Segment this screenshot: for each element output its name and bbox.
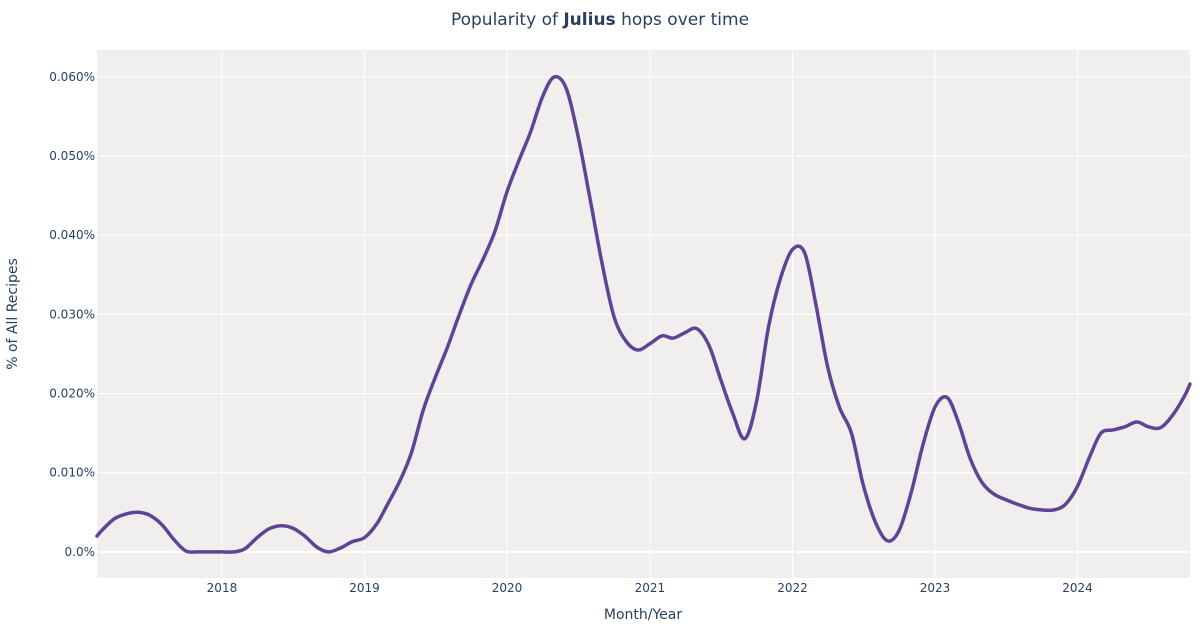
y-tick-label: 0.0%	[65, 545, 96, 559]
y-tick-label: 0.010%	[49, 466, 95, 480]
chart-title-prefix: Popularity of	[451, 10, 563, 30]
y-axis-title: % of All Recipes	[5, 258, 21, 370]
x-tick-label: 2019	[349, 581, 380, 595]
chart-title-hop-name: Julius	[562, 10, 615, 30]
x-axis-title: Month/Year	[604, 607, 682, 623]
x-tick-label: 2020	[492, 581, 523, 595]
y-tick-label: 0.050%	[49, 149, 95, 163]
x-tick-label: 2021	[635, 581, 666, 595]
y-tick-label: 0.020%	[49, 387, 95, 401]
y-gridlines	[97, 76, 1190, 553]
x-tick-label: 2023	[920, 581, 951, 595]
chart-title-suffix: hops over time	[616, 10, 749, 30]
y-tick-labels: 0.0% 0.010% 0.020% 0.030% 0.040% 0.050% 0.060%	[49, 70, 95, 559]
x-tick-labels: 2018 2019 2020 2021 2022 2023 2024	[207, 581, 1093, 595]
x-tick-label: 2024	[1062, 581, 1093, 595]
x-tick-label: 2022	[777, 581, 808, 595]
y-tick-label: 0.060%	[49, 70, 95, 84]
y-tick-label: 0.040%	[49, 228, 95, 242]
x-tick-label: 2018	[207, 581, 238, 595]
series-line	[95, 74, 1192, 554]
y-tick-label: 0.030%	[49, 307, 95, 321]
chart-title: Popularity of Julius hops over time	[451, 10, 749, 30]
